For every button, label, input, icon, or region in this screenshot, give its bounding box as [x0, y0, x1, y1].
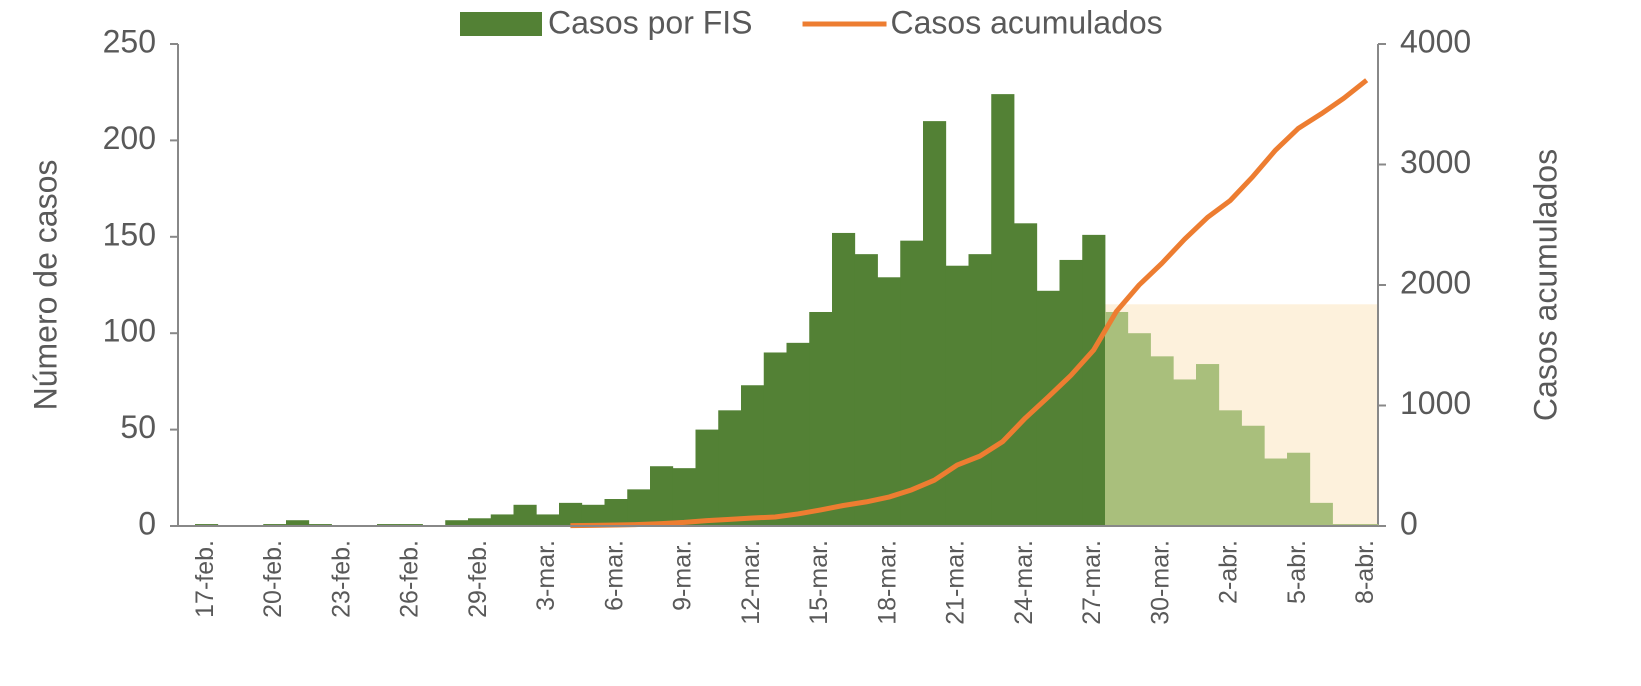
bar [695, 429, 719, 526]
legend-label: Casos por FIS [548, 4, 753, 40]
y2-axis-label: Casos acumulados [1527, 149, 1563, 421]
x-tick-label: 3-mar. [532, 540, 560, 611]
y-tick-label: 100 [103, 313, 156, 349]
bar [672, 468, 696, 526]
bar [1218, 410, 1242, 526]
bar [900, 240, 924, 526]
x-tick-label: 21-mar. [942, 540, 970, 625]
bar [1173, 379, 1197, 526]
bar [1127, 333, 1151, 526]
x-tick-label: 20-feb. [259, 540, 287, 618]
bar [832, 232, 856, 526]
line [570, 78, 1369, 529]
y2-tick-label: 4000 [1400, 23, 1471, 59]
bar [923, 121, 947, 527]
y-tick-label: 250 [103, 23, 156, 59]
bar [536, 514, 560, 526]
bar [1105, 311, 1129, 526]
x-tick-label: 6-mar. [600, 540, 628, 611]
x-tick-label: 8-abr. [1351, 540, 1379, 604]
y-tick-label: 0 [138, 505, 156, 541]
bar [763, 352, 787, 526]
y2-tick-label: 2000 [1400, 264, 1471, 300]
bar [559, 502, 583, 526]
x-tick-label: 23-feb. [327, 540, 355, 618]
x-tick-label: 17-feb. [191, 540, 219, 618]
bar [786, 342, 810, 526]
bar [718, 410, 742, 526]
x-tick-label: 26-feb. [396, 540, 424, 618]
legend-label: Casos acumulados [891, 4, 1163, 40]
bar [809, 311, 833, 526]
bar [468, 518, 492, 526]
y2-tick-label: 0 [1400, 505, 1418, 541]
bar [490, 514, 514, 526]
bar [991, 94, 1015, 527]
y-tick-label: 150 [103, 216, 156, 252]
x-tick-label: 18-mar. [873, 540, 901, 625]
bar [877, 277, 901, 526]
bar [627, 489, 651, 526]
y-axis-label: Número de casos [27, 160, 63, 411]
y-tick-label: 200 [103, 120, 156, 156]
bar [1309, 502, 1333, 526]
x-tick-label: 27-mar. [1078, 540, 1106, 625]
bar [1287, 452, 1311, 526]
bar [854, 254, 878, 527]
bar [1150, 356, 1174, 526]
bar [1196, 364, 1220, 526]
bar [1264, 458, 1288, 526]
x-tick-label: 12-mar. [737, 540, 765, 625]
y-tick-label: 50 [120, 409, 156, 445]
y2-tick-label: 3000 [1400, 144, 1471, 180]
bar [1036, 290, 1060, 526]
y2-tick-label: 1000 [1400, 385, 1471, 421]
bar [650, 466, 674, 526]
bar [513, 504, 537, 526]
bar [581, 504, 605, 526]
x-tick-label: 24-mar. [1010, 540, 1038, 625]
bar [604, 499, 628, 526]
bar [286, 520, 310, 526]
bar [445, 520, 469, 526]
x-tick-label: 15-mar. [805, 540, 833, 625]
x-tick-label: 29-feb. [464, 540, 492, 618]
x-tick-label: 2-abr. [1215, 540, 1243, 604]
bar [1059, 259, 1083, 526]
x-tick-label: 30-mar. [1146, 540, 1174, 625]
x-tick-label: 5-abr. [1283, 540, 1311, 604]
bar [1241, 425, 1265, 526]
x-tick-label: 9-mar. [669, 540, 697, 611]
bar [945, 265, 969, 526]
bar [741, 385, 765, 526]
bar [1082, 234, 1106, 526]
legend-swatch [460, 12, 542, 36]
bar [1014, 223, 1038, 526]
bar [968, 254, 992, 527]
